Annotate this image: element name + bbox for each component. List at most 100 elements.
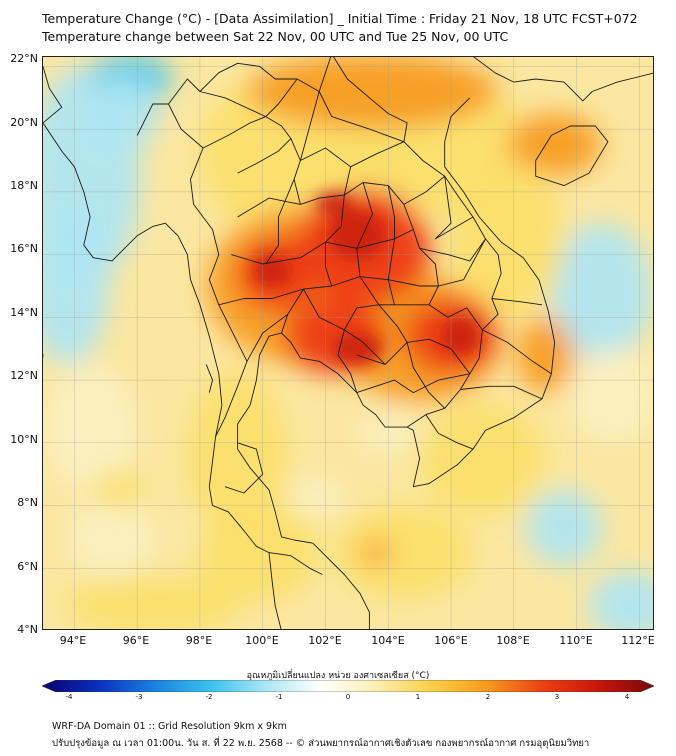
lat-label-12n: 12°N: [10, 369, 38, 382]
field-blob-9: [589, 571, 653, 629]
field-blob-32: [359, 540, 392, 566]
myanmar-north-coast: [43, 66, 63, 124]
laos-cambodia-border: [428, 304, 483, 331]
map-gridlines: [43, 57, 653, 629]
vietnam-provinces: [425, 414, 474, 450]
cambodia-provinces: [356, 338, 471, 394]
lat-label-6n: 6°N: [17, 560, 38, 573]
china-south-coast: [513, 72, 653, 102]
vietnam-provinces-d: [460, 385, 543, 400]
lat-label-18n: 18°N: [10, 179, 38, 192]
field-blob-8: [526, 489, 602, 566]
colorbar-tick-2: 2: [485, 693, 491, 701]
field-blob-7: [570, 348, 653, 443]
laos-provinces: [299, 91, 405, 196]
vietnam-coast: [406, 97, 556, 488]
laos-provinces-b: [403, 175, 474, 240]
field-blob-21: [64, 577, 241, 629]
field-blob-15: [247, 57, 499, 130]
lon-label-108e: 108°E: [496, 634, 530, 647]
myanmar-china-border: [199, 62, 298, 92]
lon-label-96e: 96°E: [122, 634, 150, 647]
thai-cambodia-border: [337, 304, 429, 393]
laos-provinces-c: [419, 238, 486, 287]
thai-provinces-j: [237, 138, 292, 174]
colorbar-label: อุณหภูมิเปลี่ยนแปลง หน่วย องศาเซลเซียส (…: [246, 671, 430, 681]
malay-peninsula-west: [268, 552, 282, 629]
lon-label-98e: 98°E: [185, 634, 213, 647]
myanmar-state-line: [136, 103, 169, 136]
lon-label-110e: 110°E: [559, 634, 593, 647]
model-info: WRF-DA Domain 01 :: Grid Resolution 9km …: [52, 721, 287, 732]
lon-label-112e: 112°E: [621, 634, 655, 647]
field-hotspot-1: [253, 254, 291, 286]
cambodia-coast: [356, 392, 408, 428]
vietnam-china-border: [473, 57, 515, 83]
thai-myanmar-border: [190, 116, 266, 437]
colorbar-tick-4: 4: [624, 693, 630, 701]
field-blob-23: [93, 471, 144, 509]
field-blob-19: [193, 502, 320, 603]
colorbar-tick-1: 1: [415, 693, 421, 701]
thai-laos-north: [265, 116, 439, 306]
colorbar: [42, 680, 654, 692]
colorbar-tick-0: 0: [345, 693, 351, 701]
thai-provinces-g: [387, 185, 395, 305]
cambodia-provinces-c: [344, 329, 386, 365]
field-blob-22: [419, 402, 546, 515]
field-blob-20: [334, 505, 473, 600]
field-blob-1: [43, 207, 109, 365]
colorbar-tick-m2: -2: [205, 693, 213, 701]
colorbar-tick-m1: -1: [275, 693, 283, 701]
lon-label-106e: 106°E: [434, 634, 468, 647]
map-canvas: [43, 57, 653, 629]
malay-peninsula-east: [312, 542, 370, 629]
country-province-borders: [43, 57, 653, 629]
myanmar-interior: [168, 78, 298, 149]
field-blob-5: [68, 499, 156, 575]
map-title: Temperature Change (°C) - [Data Assimila…: [42, 11, 638, 26]
lon-label-94e: 94°E: [59, 634, 87, 647]
thai-provinces-e: [325, 194, 345, 287]
field-blob-4: [43, 364, 138, 490]
lat-label-22n: 22°N: [10, 52, 38, 65]
map-subtitle: Temperature change between Sat 22 Nov, 0…: [42, 29, 509, 44]
thai-provinces-i: [246, 313, 289, 362]
field-blob-24: [516, 317, 574, 393]
field-blob-17: [451, 160, 564, 318]
thai-provinces-f: [356, 182, 380, 306]
lat-label-8n: 8°N: [17, 496, 38, 509]
lat-label-20n: 20°N: [10, 116, 38, 129]
colorbar-tick-3: 3: [554, 693, 560, 701]
laos-vietnam-border: [333, 57, 502, 331]
colorbar-tick-m4: -4: [65, 693, 73, 701]
thai-andaman-coast: [208, 436, 270, 554]
thai-provinces-h: [281, 288, 345, 334]
lat-label-14n: 14°N: [10, 306, 38, 319]
lat-label-10n: 10°N: [10, 433, 38, 446]
thai-gulf-coast: [237, 332, 358, 544]
lat-label-16n: 16°N: [10, 242, 38, 255]
temperature-change-map: [42, 56, 654, 630]
field-hotspot-4: [316, 191, 354, 217]
lon-label-104e: 104°E: [371, 634, 405, 647]
thai-malaysia-border: [268, 552, 323, 575]
update-credit: ปรับปรุงข้อมูล ณ เวลา 01:00น. วัน ส. ที่…: [52, 738, 590, 749]
field-hotspot-2: [331, 333, 382, 365]
thai-provinces-d: [265, 179, 295, 265]
lon-label-102e: 102°E: [308, 634, 342, 647]
myanmar-west-coast: [43, 122, 223, 437]
vietnam-provinces-c: [491, 298, 543, 306]
myanmar-tenasserim-islands: [205, 364, 213, 393]
temperature-field: [43, 57, 653, 629]
lon-label-100e: 100°E: [245, 634, 279, 647]
field-hotspot-0: [328, 210, 386, 261]
field-blob-11: [287, 477, 345, 515]
field-blob-3: [83, 75, 160, 152]
thai-provinces-a: [237, 197, 301, 218]
colorbar-tick-m3: -3: [135, 693, 143, 701]
hainan-island: [535, 125, 609, 187]
thai-provinces-k: [224, 442, 264, 494]
lat-label-4n: 4°N: [17, 623, 38, 636]
vietnam-provinces-b: [482, 329, 552, 375]
